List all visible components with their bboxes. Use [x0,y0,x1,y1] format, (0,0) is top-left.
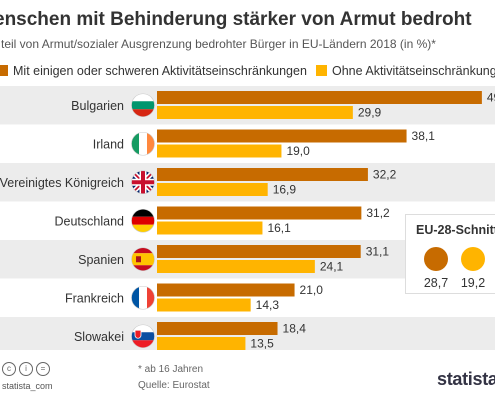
category-label-deutschland: Deutschland [55,214,125,228]
eu-average-value-without: 19,2 [460,276,486,290]
bar-bulgarien-with [157,91,482,104]
category-label-slowakei: Slowakei [74,330,124,344]
category-label-vereinigtes-koenigreich: Vereinigtes Königreich [0,176,124,190]
data-label-frankreich-without: 14,3 [256,298,280,312]
data-label-spanien-with: 31,1 [366,245,390,259]
eu-average-light-circle [461,247,485,271]
footnote: * ab 16 Jahren [138,364,204,375]
attribution-icon: i [19,362,33,376]
category-label-bulgarien: Bulgarien [71,99,124,113]
eu-average-box: EU-28-Schnitt 28,7 19,2 [405,214,495,294]
bar-slowakei-without [157,337,246,350]
data-label-vereinigtes-koenigreich-with: 32,2 [373,168,397,182]
slovakia-flag-icon [131,324,155,349]
bar-irland-with [157,129,407,143]
data-label-slowakei-without: 13,5 [250,337,274,351]
bar-vereinigtes-koenigreich-without [157,183,268,196]
data-label-bulgarien-without: 29,9 [358,106,382,120]
statista-logo: statista [437,369,495,389]
source: Quelle: Eurostat [138,380,210,391]
legend-label-with-limitations: Mit einigen oder schweren Aktivitätseins… [13,64,307,78]
data-label-frankreich-with: 21,0 [300,283,324,297]
category-label-irland: Irland [93,137,124,151]
legend-label-without-limitations: Ohne Aktivitätseinschränkung [332,64,495,78]
bar-spanien-without [157,260,315,273]
eu-average-dark-circle [424,247,448,271]
bar-chart: Bulgarien 49, 29,9 Irland 38,1 19,0 Vereinigte… [0,86,495,351]
legend-swatch-dark [0,65,8,76]
chart-subtitle: teil von Armut/sozialer Ausgrenzung bedr… [1,37,436,51]
data-label-deutschland-without: 16,1 [267,221,291,235]
chart-title: enschen mit Behinderung stärker von Armu… [0,9,472,30]
eu-average-value-with: 28,7 [423,276,449,290]
united-kingdom-flag-icon [131,170,155,195]
data-label-vereinigtes-koenigreich-without: 16,9 [273,183,297,197]
creative-commons-icon: c [2,362,16,376]
license-icons: c i = [2,362,53,376]
data-label-irland-with: 38,1 [412,129,436,143]
bar-frankreich-without [157,298,251,312]
eu-average-title: EU-28-Schnitt [416,223,495,237]
data-label-slowakei-with: 18,4 [283,322,307,336]
statista-site: statista_com [2,381,53,391]
bar-irland-without [157,144,282,158]
bar-deutschland-with [157,206,362,220]
ireland-flag-icon [131,131,155,156]
bar-bulgarien-without [157,106,353,119]
bar-frankreich-with [157,283,295,297]
germany-flag-icon [131,208,155,233]
spain-flag-icon [131,247,155,272]
bar-deutschland-without [157,221,263,235]
data-label-spanien-without: 24,1 [320,260,344,274]
data-label-irland-without: 19,0 [286,144,310,158]
legend-swatch-light [316,65,327,76]
france-flag-icon [131,285,155,310]
legend: Mit einigen oder schweren Aktivitätseins… [0,64,495,82]
legend-item-with-limitations: Mit einigen oder schweren Aktivitätseins… [0,64,307,78]
bar-spanien-with [157,245,361,258]
legend-item-without-limitations: Ohne Aktivitätseinschränkung [316,64,495,78]
no-derivatives-icon: = [36,362,50,376]
category-label-spanien: Spanien [78,253,124,267]
category-label-frankreich: Frankreich [65,291,124,305]
bar-slowakei-with [157,322,278,335]
bulgaria-flag-icon [131,93,155,118]
bar-vereinigtes-koenigreich-with [157,168,368,181]
data-label-deutschland-with: 31,2 [366,206,390,220]
data-label-bulgarien-with: 49, [487,91,495,105]
